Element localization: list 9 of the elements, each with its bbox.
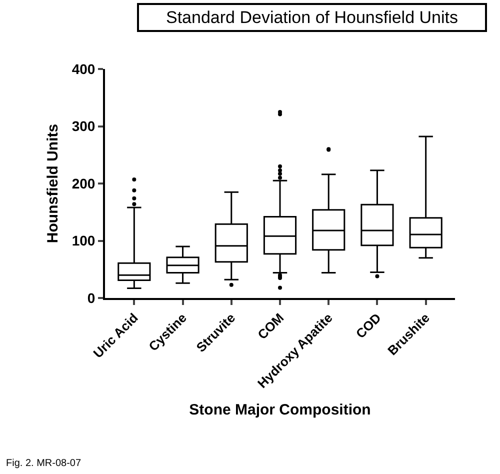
- chart-title: Standard Deviation of Hounsfield Units: [166, 8, 458, 27]
- caption: Fig. 2. MR-08-07: [6, 458, 82, 469]
- y-tick-label: 200: [72, 175, 96, 192]
- y-tick-label: 300: [72, 118, 96, 134]
- y-tick-label: 100: [72, 232, 96, 249]
- y-tick-label: 0: [87, 290, 96, 306]
- y-tick-label: 400: [72, 60, 96, 77]
- y-axis-title: Hounsfield Units: [44, 124, 62, 244]
- x-axis-title: Stone Major Composition: [189, 401, 371, 418]
